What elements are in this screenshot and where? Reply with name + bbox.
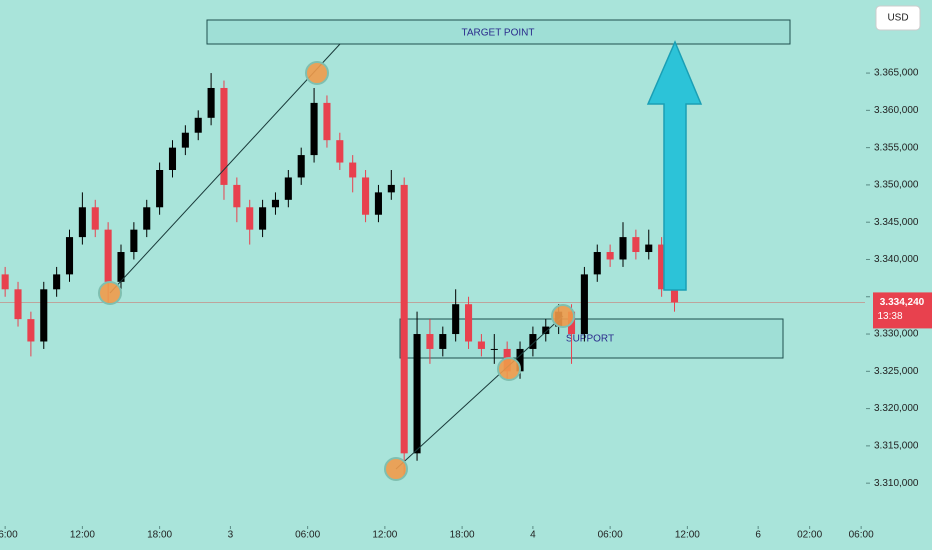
currency: USD [887,13,908,24]
candle-body [593,252,601,275]
currency-box [875,5,921,31]
y-tick-label: 3.360,000 [874,105,919,116]
candle-body [40,289,48,342]
candle-body [259,207,267,230]
y-tick-label: 3.310,000 [874,478,919,489]
candle-body [168,147,177,170]
swing-marker [551,304,575,328]
x-tick-label: 06:00 [849,530,874,541]
x-tick-label: 6 [755,530,761,541]
candle-body [27,319,35,342]
candle-body [632,237,640,253]
candle-body [619,237,627,260]
candle-body [349,162,357,178]
candle-body [65,237,74,275]
price-tag-label: 3.334,240 [880,297,925,308]
y-tick-label: 3.315,000 [874,441,919,452]
candle-body [271,199,280,208]
candle-body [387,184,395,193]
x-tick-label: 02:00 [797,530,822,541]
x-tick-label: 3 [228,530,234,541]
candle-body [426,334,434,349]
candle-body [580,274,588,335]
swing-marker [98,281,122,305]
x-tick-label: 18:00 [450,530,475,541]
candle-body [400,184,408,454]
y-tick-label: 3.330,000 [874,329,919,340]
candles [1,73,679,476]
swing-markers [98,61,575,481]
swing-marker [497,357,521,381]
candle-body [542,326,550,335]
candle-body [104,229,112,282]
candle-body [1,274,9,290]
candle-body [156,170,164,208]
y-tick-label: 3.350,000 [874,180,919,191]
candle-body [490,348,498,350]
x-tick-label: 12:00 [675,530,700,541]
support-zone [399,318,784,359]
trend-line [395,315,564,470]
candle-body [207,87,215,118]
candle-body [78,207,86,238]
candle-body [336,140,344,163]
candle-body [233,184,241,208]
y-tick-label: 3.365,000 [874,68,919,79]
candle-body [14,289,22,320]
target-zone [206,19,791,45]
y-tick-label: 3.325,000 [874,366,919,377]
candle-body [246,207,254,230]
candle-body [194,117,202,133]
x-tick-label: 06:00 [0,530,18,541]
candle-body [362,177,370,215]
x-tick-label: 12:00 [372,530,397,541]
y-tick-label: 3.345,000 [874,217,919,228]
candle-body [658,244,666,290]
x-tick-label: 12:00 [70,530,95,541]
candle-body [516,348,524,372]
candle-body [477,341,485,349]
x-tick-label: 06:00 [598,530,623,541]
candle-body [413,334,421,454]
candle-body [53,274,61,290]
candle-body [91,207,99,230]
trend-line [109,43,341,294]
candle-body [130,229,138,253]
candle-body [465,304,473,342]
candle-body [439,334,447,349]
price-tag [873,292,932,329]
candle-body [284,177,292,200]
candle-body [220,87,228,185]
candle-body [117,252,125,282]
y-tick-label: 3.340,000 [874,254,919,265]
x-tick-label: 18:00 [147,530,172,541]
price-axis [866,0,932,550]
candle-body [143,207,151,230]
support-label: SUPPORT [566,334,614,345]
candle-body [323,102,331,141]
candle-body [297,155,305,178]
y-tick-label: 3.355,000 [874,142,919,153]
candle-body [452,304,460,335]
countdown: 13:38 [877,311,902,322]
candle-body [670,289,679,303]
candle-body [645,244,653,253]
x-tick-label: 4 [530,530,536,541]
up-arrow [646,40,703,291]
candle-body [529,334,537,349]
candle-body [181,132,189,148]
swing-marker [384,457,408,481]
candle-body [374,192,382,215]
target-label: TARGET POINT [462,28,535,39]
candle-body [310,102,318,156]
candle-body [606,252,614,260]
swing-marker [305,61,329,85]
y-tick-label: 3.320,000 [874,403,919,414]
x-tick-label: 06:00 [295,530,320,541]
